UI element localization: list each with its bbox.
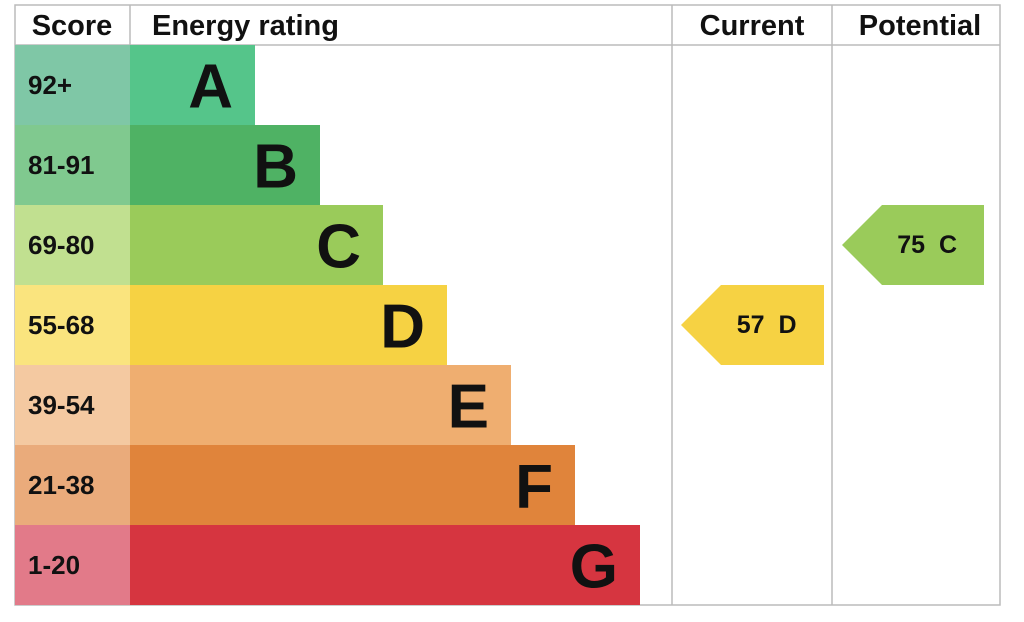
rating-bar: [130, 285, 447, 365]
score-cell: [15, 285, 130, 365]
potential-arrow: [842, 205, 984, 285]
current-arrow: [681, 285, 824, 365]
score-range: 1-20: [28, 550, 80, 580]
rating-letter: A: [188, 53, 233, 122]
rating-bar: [130, 45, 255, 125]
header-rating: Energy rating: [152, 10, 339, 42]
score-cell: [15, 365, 130, 445]
current-score: 57: [737, 311, 765, 339]
score-range: 92+: [28, 70, 72, 100]
score-cell: [15, 525, 130, 605]
score-range: 21-38: [28, 470, 95, 500]
score-range: 55-68: [28, 310, 95, 340]
score-cell: [15, 445, 130, 525]
rating-bar: [130, 525, 640, 605]
potential-score: 75: [897, 231, 925, 259]
header-potential: Potential: [859, 10, 981, 42]
rating-letter: D: [380, 293, 425, 362]
rating-bar: [130, 125, 320, 205]
header-score: Score: [32, 10, 113, 42]
rating-letter: C: [316, 213, 361, 282]
score-cell: [15, 205, 130, 285]
score-cell: [15, 125, 130, 205]
score-range: 81-91: [28, 150, 95, 180]
rating-letter: B: [253, 133, 298, 202]
rating-bar: [130, 365, 511, 445]
header-current: Current: [700, 10, 805, 42]
score-range: 69-80: [28, 230, 95, 260]
score-cell: [15, 45, 130, 125]
rating-letter: G: [570, 533, 618, 602]
rating-bar: [130, 445, 575, 525]
rating-bar: [130, 205, 383, 285]
rating-letter: E: [448, 373, 489, 442]
rating-letter: F: [515, 453, 553, 522]
score-range: 39-54: [28, 390, 95, 420]
current-letter: D: [779, 311, 797, 339]
potential-letter: C: [939, 231, 957, 259]
